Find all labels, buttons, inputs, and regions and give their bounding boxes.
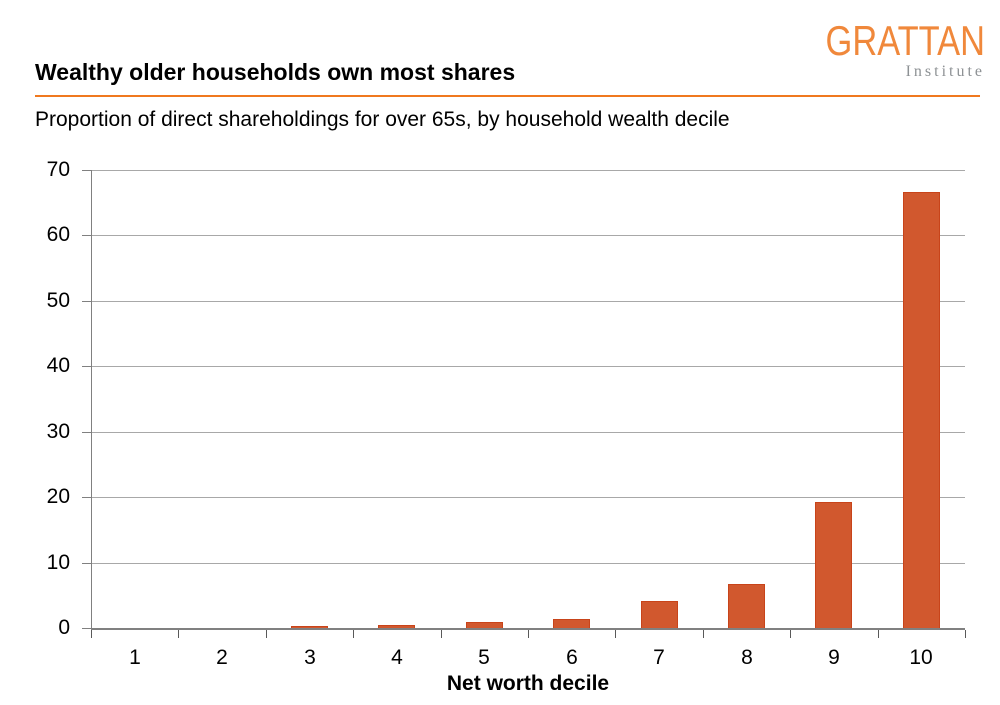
y-tick-60	[82, 235, 91, 236]
bar-decile-10	[903, 192, 940, 628]
x-tick-label-6: 6	[566, 646, 578, 669]
title-underline-rule	[35, 95, 980, 97]
y-tick-label-60: 60	[46, 223, 70, 246]
x-tick-0	[91, 630, 92, 638]
x-tick-4	[441, 630, 442, 638]
y-axis-line	[91, 170, 92, 628]
x-tick-3	[353, 630, 354, 638]
y-tick-label-40: 40	[46, 354, 70, 377]
chart-subtitle: Proportion of direct shareholdings for o…	[35, 108, 730, 131]
x-tick-1	[178, 630, 179, 638]
y-gridline-30	[91, 432, 965, 433]
y-tick-label-70: 70	[46, 158, 70, 181]
y-tick-label-20: 20	[46, 485, 70, 508]
y-gridline-50	[91, 301, 965, 302]
x-tick-label-4: 4	[391, 646, 403, 669]
x-tick-6	[615, 630, 616, 638]
y-gridline-70	[91, 170, 965, 171]
y-tick-50	[82, 301, 91, 302]
x-tick-2	[266, 630, 267, 638]
grattan-logo-wordmark: GRATTAN	[825, 17, 985, 64]
y-tick-70	[82, 170, 91, 171]
x-tick-label-7: 7	[653, 646, 665, 669]
y-tick-40	[82, 366, 91, 367]
bar-decile-6	[553, 619, 590, 628]
y-tick-10	[82, 563, 91, 564]
y-gridline-10	[91, 563, 965, 564]
y-tick-label-10: 10	[46, 551, 70, 574]
bar-decile-9	[815, 502, 852, 628]
x-tick-label-1: 1	[129, 646, 141, 669]
y-gridline-60	[91, 235, 965, 236]
bar-decile-5	[466, 622, 503, 628]
x-tick-label-2: 2	[216, 646, 228, 669]
x-tick-label-8: 8	[741, 646, 753, 669]
x-tick-5	[528, 630, 529, 638]
grattan-logo: GRATTAN Institute	[725, 20, 985, 81]
x-axis-line	[91, 628, 965, 630]
y-gridline-40	[91, 366, 965, 367]
x-axis-title: Net worth decile	[446, 672, 610, 695]
y-tick-20	[82, 497, 91, 498]
x-tick-label-9: 9	[828, 646, 840, 669]
x-tick-8	[790, 630, 791, 638]
bar-decile-8	[728, 584, 765, 628]
grattan-logo-subtitle: Institute	[905, 63, 985, 80]
y-tick-label-0: 0	[58, 616, 70, 639]
y-tick-30	[82, 432, 91, 433]
y-gridline-20	[91, 497, 965, 498]
y-tick-label-50: 50	[46, 289, 70, 312]
bar-decile-3	[291, 626, 328, 628]
x-tick-label-10: 10	[909, 646, 933, 669]
x-tick-7	[703, 630, 704, 638]
x-tick-9	[878, 630, 879, 638]
bar-decile-4	[378, 625, 415, 628]
y-tick-0	[82, 628, 91, 629]
chart-title: Wealthy older households own most shares	[35, 59, 516, 85]
x-tick-label-5: 5	[478, 646, 490, 669]
y-tick-label-30: 30	[46, 420, 70, 443]
x-tick-label-3: 3	[304, 646, 316, 669]
x-tick-10	[965, 630, 966, 638]
bar-decile-7	[641, 601, 678, 628]
